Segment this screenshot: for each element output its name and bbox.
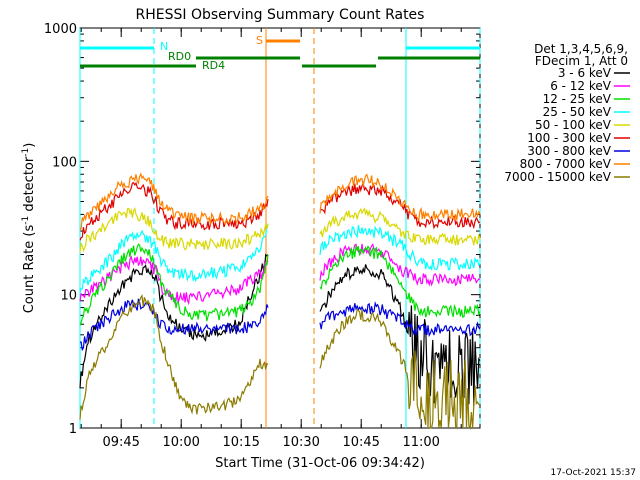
legend-entry-label: 3 - 6 keV bbox=[558, 66, 612, 80]
x-tick-label: 10:30 bbox=[282, 435, 319, 450]
legend-entry-label: 50 - 100 keV bbox=[535, 118, 612, 132]
x-tick-label: 11:00 bbox=[402, 435, 439, 450]
chart-title: RHESSI Observing Summary Count Rates bbox=[136, 7, 425, 23]
y-tick-label: 10 bbox=[60, 289, 77, 304]
y-tick-label: 1 bbox=[69, 422, 77, 437]
x-tick-label: 10:00 bbox=[162, 435, 199, 450]
legend-entry-label: 12 - 25 keV bbox=[543, 92, 612, 106]
series-line-8 bbox=[79, 294, 481, 430]
x-axis-label: Start Time (31-Oct-06 09:34:42) bbox=[215, 456, 425, 471]
y-tick-label: 100 bbox=[52, 155, 77, 170]
footer-date: 17-Oct-2021 15:37 bbox=[551, 468, 636, 478]
series-line-3 bbox=[79, 224, 481, 293]
series-line-2 bbox=[79, 243, 481, 326]
plot-area: 1 10 100 1000 09:45 10:00 10:15 10:30 10:45 11:00… bbox=[44, 22, 481, 450]
x-tick-label: 10:15 bbox=[222, 435, 259, 450]
series-line-6 bbox=[79, 298, 481, 352]
legend-header-1: Det 1,3,4,5,6,9, bbox=[534, 42, 628, 56]
legend-entry-label: 100 - 300 keV bbox=[527, 131, 611, 145]
legend-entry-label: 6 - 12 keV bbox=[550, 79, 612, 93]
annotation-rd0-label: RD0 bbox=[168, 50, 191, 63]
annotation-s-label: S bbox=[256, 34, 263, 47]
legend-entry-label: 800 - 7000 keV bbox=[520, 157, 612, 171]
y-tick-label: 1000 bbox=[44, 22, 77, 37]
y-axis-label: Count Rate (s-1 detector-1) bbox=[21, 143, 37, 314]
legend-entry-label: 300 - 800 keV bbox=[527, 144, 611, 158]
annotation-rd4-label: RD4 bbox=[202, 59, 225, 72]
legend: Det 1,3,4,5,6,9, FDecim 1, Att 0 3 - 6 k… bbox=[504, 42, 630, 184]
series-line-7 bbox=[79, 172, 481, 231]
annotation-n-label: N bbox=[160, 40, 168, 53]
x-tick-label: 10:45 bbox=[342, 435, 379, 450]
x-tick-label: 09:45 bbox=[102, 435, 139, 450]
legend-entry-label: 7000 - 15000 keV bbox=[504, 170, 611, 184]
series-line-4 bbox=[79, 207, 481, 253]
legend-header-2: FDecim 1, Att 0 bbox=[535, 54, 628, 68]
legend-entry-label: 25 - 50 keV bbox=[543, 105, 612, 119]
